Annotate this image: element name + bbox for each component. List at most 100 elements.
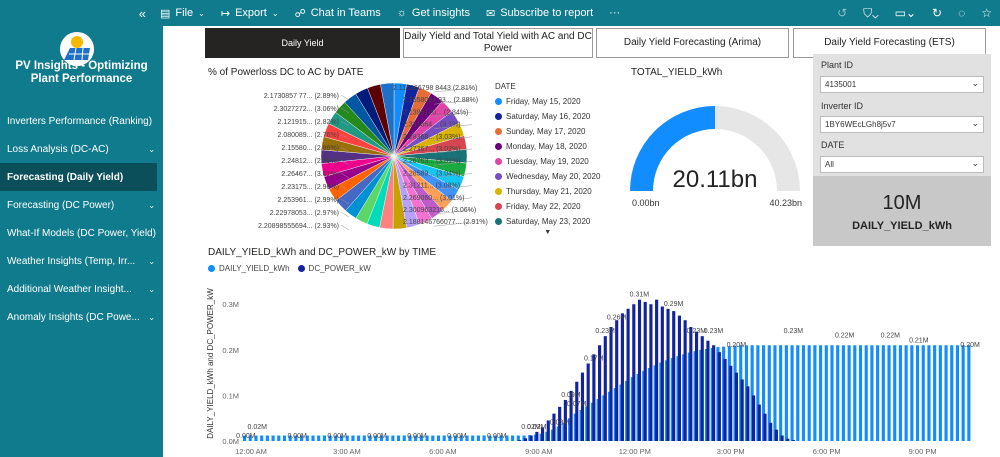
bar-daily-yield[interactable] bbox=[887, 345, 891, 441]
bar-daily-yield[interactable] bbox=[904, 345, 908, 441]
bar-daily-yield[interactable] bbox=[944, 345, 948, 441]
nav-item-loss-analysis[interactable]: Loss Analysis (DC-AC) ⌄ bbox=[0, 135, 163, 163]
bar-daily-yield[interactable] bbox=[493, 435, 498, 441]
bar-dc-power[interactable] bbox=[746, 386, 750, 441]
bar-dc-power[interactable] bbox=[546, 420, 550, 441]
nav-item-additional-weather-insights[interactable]: Additional Weather Insight... ⌄ bbox=[0, 275, 163, 303]
bookmark-icon[interactable]: ⛉⌄ bbox=[863, 5, 879, 20]
bar-daily-yield[interactable] bbox=[790, 345, 794, 441]
bar-dc-power[interactable] bbox=[643, 301, 647, 441]
bar-daily-yield[interactable] bbox=[836, 345, 840, 441]
bar-daily-yield[interactable] bbox=[876, 345, 880, 441]
bar-daily-yield[interactable] bbox=[425, 435, 429, 441]
bar-daily-yield[interactable] bbox=[847, 345, 851, 441]
bar-dc-power[interactable] bbox=[780, 435, 784, 441]
bar-dc-power[interactable] bbox=[580, 372, 585, 441]
file-menu[interactable]: ▤ File ⌄ bbox=[160, 7, 205, 20]
legend-item[interactable]: Tuesday, May 19, 2020 bbox=[495, 154, 600, 169]
get-insights-button[interactable]: ☼ Get insights bbox=[397, 7, 470, 19]
bar-daily-yield[interactable] bbox=[294, 435, 298, 441]
legend-item[interactable]: Friday, May 22, 2020 bbox=[495, 199, 600, 214]
bar-daily-yield[interactable] bbox=[396, 435, 401, 441]
bar-dc-power[interactable] bbox=[615, 320, 619, 441]
bar-daily-yield[interactable] bbox=[357, 435, 361, 441]
bar-daily-yield[interactable] bbox=[898, 345, 902, 441]
bar-daily-yield[interactable] bbox=[773, 345, 777, 441]
legend-item[interactable]: Thursday, May 21, 2020 bbox=[495, 184, 600, 199]
legend-item[interactable]: Wednesday, May 20, 2020 bbox=[495, 169, 600, 184]
bar-dc-power[interactable] bbox=[632, 304, 636, 441]
bar-daily-yield[interactable] bbox=[271, 435, 275, 441]
view-icon[interactable]: ▭⌄ bbox=[894, 6, 917, 20]
bar-daily-yield[interactable] bbox=[779, 345, 783, 441]
collapse-nav-button[interactable]: « bbox=[138, 5, 146, 21]
legend-item[interactable]: Sunday, May 17, 2020 bbox=[495, 124, 600, 139]
bar-daily-yield[interactable] bbox=[476, 435, 480, 441]
bar-dc-power[interactable] bbox=[769, 422, 773, 441]
bar-daily-yield[interactable] bbox=[784, 345, 788, 441]
legend-item[interactable]: Saturday, May 23, 2020 bbox=[495, 214, 600, 229]
bar-dc-power[interactable] bbox=[677, 315, 681, 441]
bar-dc-power[interactable] bbox=[637, 299, 642, 441]
bar-dc-power[interactable] bbox=[757, 404, 761, 441]
bar-daily-yield[interactable] bbox=[311, 435, 315, 441]
bar-daily-yield[interactable] bbox=[955, 345, 960, 441]
bar-daily-yield[interactable] bbox=[482, 435, 486, 441]
bar-daily-yield[interactable] bbox=[454, 435, 458, 441]
bar-dc-power[interactable] bbox=[626, 308, 630, 441]
bar-daily-yield[interactable] bbox=[858, 345, 863, 441]
legend-item[interactable]: Saturday, May 16, 2020 bbox=[495, 109, 600, 124]
reset-icon[interactable]: ↺ bbox=[837, 6, 848, 20]
bar-daily-yield[interactable] bbox=[431, 435, 435, 441]
legend-item[interactable]: Friday, May 15, 2020 bbox=[495, 94, 600, 109]
bar-daily-yield[interactable] bbox=[488, 435, 492, 441]
inverter-id-dropdown[interactable]: 1BY6WEcLGh8j5v7 ⌄ bbox=[820, 116, 984, 133]
bar-daily-yield[interactable] bbox=[317, 435, 321, 441]
bar-daily-yield[interactable] bbox=[921, 345, 925, 441]
bar-daily-yield[interactable] bbox=[288, 435, 292, 441]
bar-dc-power[interactable] bbox=[575, 381, 579, 441]
bar-daily-yield[interactable] bbox=[334, 435, 338, 441]
bar-daily-yield[interactable] bbox=[339, 435, 344, 441]
chat-in-teams-button[interactable]: ☍ Chat in Teams bbox=[295, 7, 381, 20]
bar-daily-yield[interactable] bbox=[824, 345, 828, 441]
bar-dc-power[interactable] bbox=[791, 440, 796, 441]
nav-item-forecasting-daily-yield[interactable]: Forecasting (Daily Yield) bbox=[0, 163, 157, 191]
bar-daily-yield[interactable] bbox=[807, 345, 811, 441]
bar-daily-yield[interactable] bbox=[819, 345, 823, 441]
bar-dc-power[interactable] bbox=[586, 363, 590, 442]
bar-dc-power[interactable] bbox=[723, 358, 727, 441]
bar-daily-yield[interactable] bbox=[471, 435, 475, 441]
bar-dc-power[interactable] bbox=[603, 336, 607, 441]
bar-dc-power[interactable] bbox=[518, 440, 522, 441]
bar-dc-power[interactable] bbox=[712, 345, 716, 441]
bar-dc-power[interactable] bbox=[700, 336, 704, 441]
bar-daily-yield[interactable] bbox=[505, 435, 509, 441]
bar-dc-power[interactable] bbox=[598, 345, 602, 441]
bar-daily-yield[interactable] bbox=[277, 435, 281, 441]
bar-dc-power[interactable] bbox=[752, 395, 756, 441]
bar-dc-power[interactable] bbox=[540, 427, 545, 441]
bar-dc-power[interactable] bbox=[620, 313, 624, 441]
bar-dc-power[interactable] bbox=[569, 390, 573, 441]
refresh-icon[interactable]: ↻ bbox=[932, 6, 943, 20]
bar-daily-yield[interactable] bbox=[414, 435, 418, 441]
bar-daily-yield[interactable] bbox=[511, 435, 515, 441]
bar-daily-yield[interactable] bbox=[265, 435, 269, 441]
bar-daily-yield[interactable] bbox=[305, 435, 309, 441]
bar-daily-yield[interactable] bbox=[870, 345, 874, 441]
nav-item-weather-insights[interactable]: Weather Insights (Temp, Irr... ⌄ bbox=[0, 247, 163, 275]
bar-dc-power[interactable] bbox=[706, 340, 710, 441]
bar-daily-yield[interactable] bbox=[864, 345, 868, 441]
bar-daily-yield[interactable] bbox=[516, 435, 520, 441]
bar-daily-yield[interactable] bbox=[254, 435, 258, 441]
bar-daily-yield[interactable] bbox=[402, 435, 406, 441]
bar-dc-power[interactable] bbox=[649, 304, 653, 441]
tab-forecast-ets[interactable]: Daily Yield Forecasting (ETS) bbox=[793, 28, 986, 58]
tab-forecast-arima[interactable]: Daily Yield Forecasting (Arima) bbox=[596, 28, 789, 58]
export-menu[interactable]: ↦ Export ⌄ bbox=[221, 7, 279, 20]
tab-daily-yield[interactable]: Daily Yield bbox=[205, 28, 400, 58]
legend-scroll-icon[interactable]: ▼ bbox=[544, 229, 552, 236]
bar-daily-yield[interactable] bbox=[961, 345, 965, 441]
bar-daily-yield[interactable] bbox=[915, 345, 920, 441]
